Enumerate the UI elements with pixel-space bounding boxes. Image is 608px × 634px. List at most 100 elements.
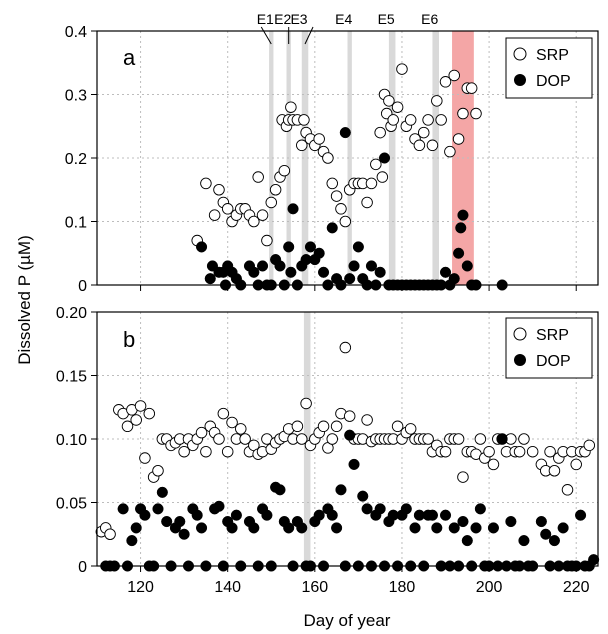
event-leader-line (260, 26, 272, 45)
srp-point (444, 145, 456, 158)
dop-point (196, 241, 208, 253)
x-tick-label: 220 (563, 579, 590, 596)
dop-point (304, 241, 317, 253)
dop-point (540, 528, 552, 540)
srp-point (470, 107, 482, 120)
srp-point (361, 414, 373, 426)
dop-point (348, 260, 360, 272)
srp-point (139, 452, 151, 464)
srp-point (474, 433, 487, 445)
dop-point (213, 500, 225, 512)
panel-a-y-axis: 0 0.1 0.2 0.3 0.4 (65, 24, 97, 295)
srp-point (548, 465, 561, 477)
srp-point (261, 234, 273, 247)
srp-point (248, 215, 260, 228)
dop-point (287, 203, 299, 215)
dop-point (548, 535, 560, 547)
panel-b-y-axis: 0 0.05 0.10 0.15 0.20 (56, 305, 97, 576)
srp-point (452, 433, 465, 445)
dop-point (339, 127, 351, 139)
dop-point (326, 509, 338, 521)
srp-point (570, 458, 582, 471)
dop-point (426, 509, 439, 521)
dop-point (400, 503, 412, 515)
srp-point (391, 101, 404, 113)
srp-point (431, 95, 443, 107)
srp-point (339, 341, 352, 354)
dop-point (230, 509, 242, 521)
dop-point (439, 509, 452, 521)
dop-point (518, 535, 530, 547)
dop-point (474, 503, 486, 515)
legend-dop-marker-icon (514, 354, 526, 366)
dop-point (335, 484, 347, 496)
legend-srp-marker-icon (513, 47, 527, 61)
dop-point (352, 241, 364, 253)
srp-point (265, 196, 278, 209)
dop-point (453, 247, 465, 259)
panel-b-legend: SRP DOP (505, 317, 593, 379)
srp-point (326, 177, 339, 190)
x-axis-label: Day of year (304, 611, 391, 630)
srp-point (195, 426, 208, 439)
srp-point (152, 465, 164, 477)
srp-point (457, 471, 469, 483)
srp-point (291, 420, 304, 433)
dop-point (285, 266, 297, 278)
srp-point (213, 433, 225, 445)
srp-point (322, 152, 334, 164)
srp-point (235, 423, 247, 435)
panel-a: 0 0.1 0.2 0.3 0.4 E1 E2 E3 E4 E5 E6 a SRP DOP (65, 11, 599, 295)
dop-point (557, 522, 569, 534)
dop-point (174, 516, 186, 528)
dop-point (139, 509, 151, 521)
panel-b: 0 0.05 0.10 0.15 0.20 b SRP DOP (56, 305, 600, 576)
srp-point (326, 433, 339, 445)
srp-point (213, 183, 225, 196)
srp-point (252, 171, 264, 183)
panel-a-legend: SRP DOP (505, 37, 593, 99)
panel-b-points (95, 341, 600, 572)
event-band (347, 31, 352, 285)
event-band (301, 31, 309, 285)
dop-point (535, 516, 547, 528)
dop-point (470, 522, 482, 534)
event-label: E1 (257, 11, 274, 27)
srp-point (269, 183, 282, 196)
srp-point (178, 445, 190, 458)
x-tick-label: 180 (389, 579, 416, 596)
dop-point (283, 241, 295, 253)
dop-point (439, 266, 452, 278)
legend-srp-label: SRP (536, 47, 569, 64)
dop-point (161, 516, 173, 528)
srp-point (200, 445, 212, 458)
srp-point (483, 445, 495, 458)
panel-a-event-labels: E1 E2 E3 E4 E5 E6 (257, 11, 438, 45)
dop-point (365, 260, 378, 272)
srp-point (417, 126, 430, 139)
srp-point (226, 416, 238, 429)
dop-point (361, 503, 373, 515)
dop-point (152, 503, 164, 515)
srp-point (134, 400, 147, 412)
srp-point (256, 209, 269, 221)
dop-point (457, 516, 469, 528)
dop-point (331, 522, 343, 534)
dop-point (178, 528, 190, 540)
srp-point (435, 114, 447, 126)
dop-point (588, 554, 600, 566)
srp-point (296, 139, 308, 152)
y-tick-label: 0.3 (65, 88, 87, 105)
dop-point (378, 152, 391, 164)
dop-point (313, 509, 325, 521)
srp-point (439, 445, 452, 458)
event-band (269, 31, 274, 285)
srp-point (457, 107, 469, 120)
srp-point (383, 95, 395, 107)
srp-point (422, 433, 434, 445)
dop-point (296, 522, 308, 534)
dop-point (496, 433, 508, 445)
srp-point (330, 190, 343, 202)
event-label: E3 (290, 11, 307, 27)
srp-point (518, 433, 530, 445)
